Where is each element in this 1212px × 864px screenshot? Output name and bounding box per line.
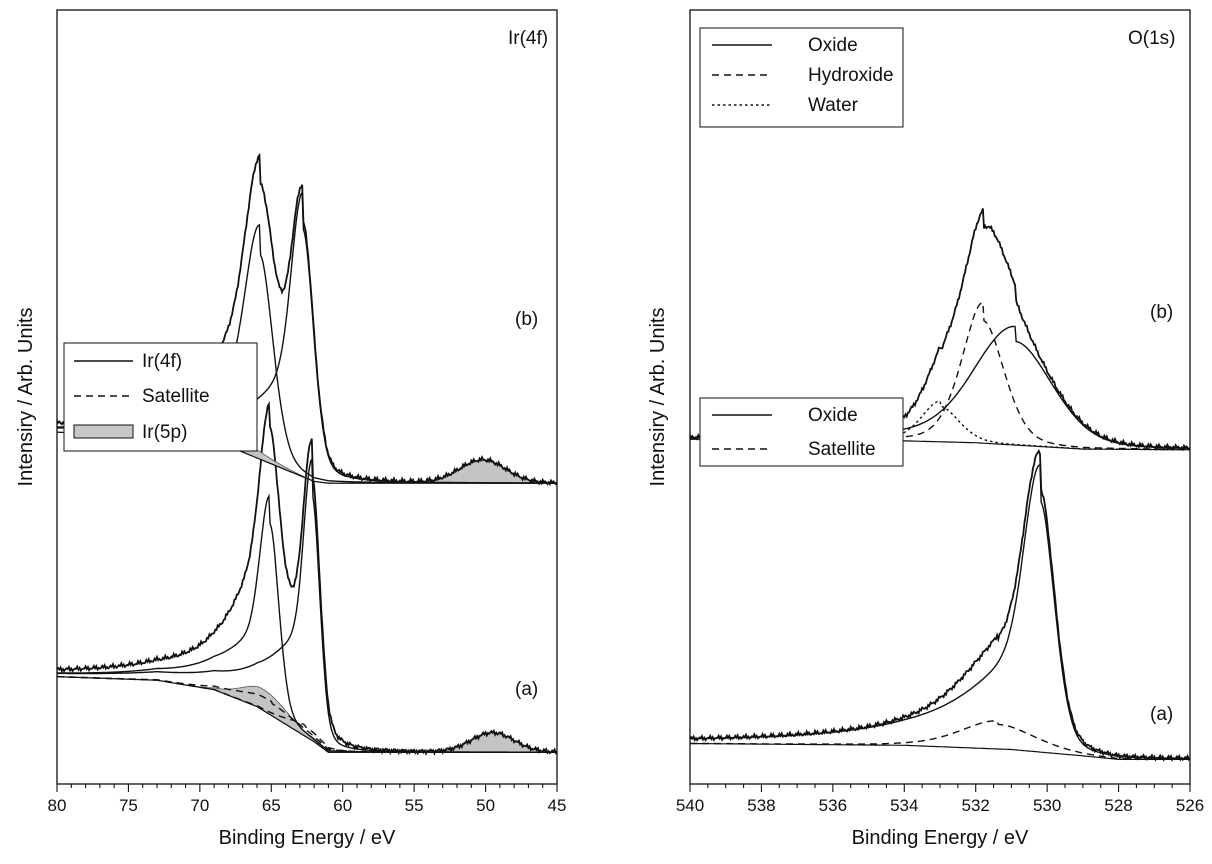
o1s-y-axis-title: Intensiry / Arb. Units [647,308,669,487]
ir4f-label-a: (a) [515,679,538,700]
ir4f-legend-label-ir4f: Ir(4f) [142,351,182,372]
o1s-spectrum-0-component-0 [690,463,1190,760]
o1s-legend-bottom: Oxide Satellite [699,397,904,467]
o1s-tick-label-530: 530 [1033,796,1061,815]
ir4f-plot-frame [56,9,558,785]
ir4f-y-axis-title: Intensiry / Arb. Units [15,308,37,487]
ir4f-legend-label-satellite: Satellite [142,386,210,407]
ir4f-spectrum-0-component-1 [57,456,557,753]
ir4f-tick-label-80: 80 [48,796,67,815]
ir4f-x-axis: 80 75 70 65 60 55 50 45 [48,784,567,815]
ir4f-spectrum-0-fill-1 [57,676,558,753]
o1s-tick-label-528: 528 [1104,796,1132,815]
ir4f-tick-label-75: 75 [119,796,138,815]
ir4f-curves [56,152,558,757]
ir4f-panel: 80 75 70 65 60 55 50 45 Ir(4f) (b) (a) Binding … [48,9,567,849]
o1s-x-axis: 540 538 536 534 532 530 528 526 [676,784,1204,815]
ir4f-spectrum-0-component-3 [57,676,557,753]
o1s-legend-label-oxide-b: Oxide [808,405,858,426]
o1s-legend-label-water: Water [808,95,859,116]
ir4f-tick-label-65: 65 [262,796,281,815]
o1s-spectrum-0-background [689,742,1190,760]
ir4f-spectrum-0-component-0 [57,493,557,753]
ir4f-legend-label-ir5p: Ir(5p) [142,422,187,443]
ir4f-panel-title: Ir(4f) [508,28,548,49]
o1s-tick-label-532: 532 [962,796,990,815]
ir4f-tick-label-55: 55 [405,796,424,815]
ir4f-legend-swatch-fill [73,424,134,439]
o1s-tick-label-540: 540 [676,796,704,815]
o1s-legend-bottom-box [699,397,904,467]
o1s-tick-label-534: 534 [890,796,918,815]
o1s-panel-title: O(1s) [1128,28,1176,49]
o1s-spectrum-0-envelope [689,448,1191,762]
o1s-spectrum-1-component-1 [690,301,1190,451]
ir4f-legend: Ir(4f) Satellite Ir(5p) [63,342,258,452]
ir4f-tick-label-70: 70 [190,796,209,815]
o1s-tick-label-536: 536 [819,796,847,815]
ir4f-label-b: (b) [515,309,538,330]
o1s-legend-label-satellite: Satellite [808,439,876,460]
ir4f-tick-label-50: 50 [476,796,495,815]
o1s-label-a: (a) [1150,704,1173,725]
o1s-legend-label-oxide: Oxide [808,35,858,56]
ir4f-x-axis-title: Binding Energy / eV [219,827,396,849]
o1s-label-b: (b) [1150,302,1173,323]
ir4f-tick-label-45: 45 [548,796,567,815]
o1s-tick-label-538: 538 [747,796,775,815]
o1s-curves [689,208,1191,762]
o1s-legend-label-hydroxide: Hydroxide [808,65,894,86]
ir4f-spectrum-0-envelope [56,401,558,757]
o1s-tick-label-526: 526 [1176,796,1204,815]
ir4f-tick-label-60: 60 [333,796,352,815]
o1s-legend-top: Oxide Hydroxide Water [699,27,904,128]
o1s-x-axis-title: Binding Energy / eV [852,827,1029,849]
o1s-panel: 540 538 536 534 532 530 528 526 O(1s) (b) (a) B… [676,9,1204,849]
